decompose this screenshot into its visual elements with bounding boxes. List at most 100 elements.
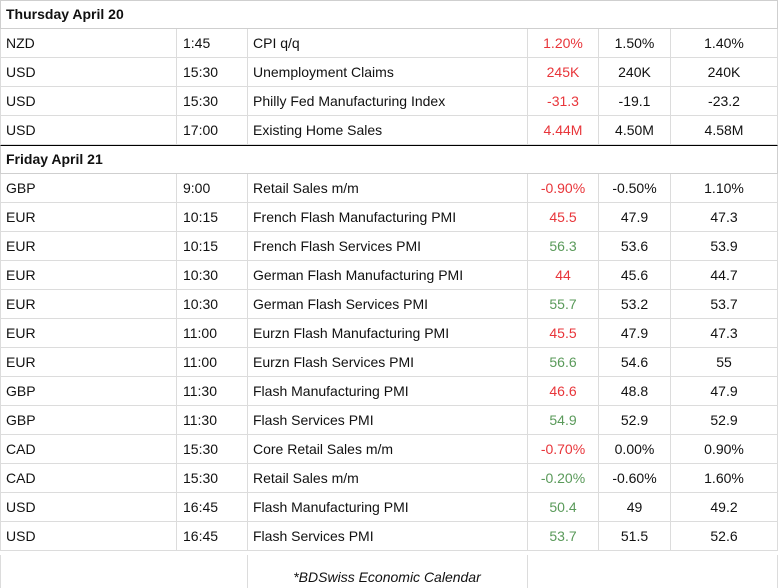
event-cell: Philly Fed Manufacturing Index: [247, 87, 527, 115]
currency-cell: GBP: [0, 174, 176, 202]
previous-cell: 47.9: [670, 377, 778, 405]
event-cell: Eurzn Flash Services PMI: [247, 348, 527, 376]
event-cell: Retail Sales m/m: [247, 174, 527, 202]
actual-cell: 45.5: [527, 203, 598, 231]
actual-cell: 45.5: [527, 319, 598, 347]
event-cell: German Flash Manufacturing PMI: [247, 261, 527, 289]
time-cell: 11:00: [176, 348, 247, 376]
currency-cell: GBP: [0, 377, 176, 405]
time-cell: 1:45: [176, 29, 247, 57]
forecast-cell: 45.6: [598, 261, 670, 289]
day-heading: Friday April 21: [0, 145, 778, 174]
time-cell: 10:30: [176, 261, 247, 289]
table-row: USD 16:45 Flash Manufacturing PMI 50.4 49 49.…: [0, 493, 778, 522]
event-cell: Eurzn Flash Manufacturing PMI: [247, 319, 527, 347]
time-cell: 11:00: [176, 319, 247, 347]
event-cell: German Flash Services PMI: [247, 290, 527, 318]
table-footer: *BDSwiss Economic Calendar: [0, 555, 778, 588]
event-cell: Flash Services PMI: [247, 406, 527, 434]
previous-cell: 52.6: [670, 522, 778, 550]
forecast-cell: 52.9: [598, 406, 670, 434]
currency-cell: EUR: [0, 232, 176, 260]
forecast-cell: 54.6: [598, 348, 670, 376]
time-cell: 10:15: [176, 232, 247, 260]
previous-cell: 53.9: [670, 232, 778, 260]
time-cell: 9:00: [176, 174, 247, 202]
time-cell: 16:45: [176, 493, 247, 521]
event-cell: Flash Services PMI: [247, 522, 527, 550]
event-cell: French Flash Services PMI: [247, 232, 527, 260]
currency-cell: USD: [0, 58, 176, 86]
event-cell: Retail Sales m/m: [247, 464, 527, 492]
previous-cell: 1.40%: [670, 29, 778, 57]
event-cell: Flash Manufacturing PMI: [247, 493, 527, 521]
forecast-cell: -0.50%: [598, 174, 670, 202]
actual-cell: 55.7: [527, 290, 598, 318]
table-row: EUR 10:15 French Flash Services PMI 56.3 53.…: [0, 232, 778, 261]
table-row: EUR 10:30 German Flash Services PMI 55.7 53.…: [0, 290, 778, 319]
currency-cell: CAD: [0, 435, 176, 463]
time-cell: 15:30: [176, 87, 247, 115]
previous-cell: 240K: [670, 58, 778, 86]
forecast-cell: 49: [598, 493, 670, 521]
forecast-cell: -19.1: [598, 87, 670, 115]
actual-cell: 245K: [527, 58, 598, 86]
currency-cell: USD: [0, 493, 176, 521]
previous-cell: 47.3: [670, 203, 778, 231]
forecast-cell: 240K: [598, 58, 670, 86]
event-cell: Core Retail Sales m/m: [247, 435, 527, 463]
previous-cell: 1.60%: [670, 464, 778, 492]
previous-cell: 0.90%: [670, 435, 778, 463]
actual-cell: 46.6: [527, 377, 598, 405]
time-cell: 15:30: [176, 464, 247, 492]
table-row: EUR 11:00 Eurzn Flash Manufacturing PMI 45.…: [0, 319, 778, 348]
table-row: USD 17:00 Existing Home Sales 4.44M 4.50M 4.5…: [0, 116, 778, 145]
table-row: GBP 11:30 Flash Manufacturing PMI 46.6 48.8 4…: [0, 377, 778, 406]
table-row: USD 16:45 Flash Services PMI 53.7 51.5 52.6: [0, 522, 778, 551]
event-cell: CPI q/q: [247, 29, 527, 57]
actual-cell: 56.6: [527, 348, 598, 376]
actual-cell: -0.90%: [527, 174, 598, 202]
currency-cell: EUR: [0, 203, 176, 231]
currency-cell: NZD: [0, 29, 176, 57]
time-cell: 15:30: [176, 435, 247, 463]
forecast-cell: 0.00%: [598, 435, 670, 463]
previous-cell: 1.10%: [670, 174, 778, 202]
previous-cell: 47.3: [670, 319, 778, 347]
previous-cell: 4.58M: [670, 116, 778, 144]
table-row: NZD 1:45 CPI q/q 1.20% 1.50% 1.40%: [0, 29, 778, 58]
time-cell: 15:30: [176, 58, 247, 86]
time-cell: 10:15: [176, 203, 247, 231]
time-cell: 11:30: [176, 377, 247, 405]
table-row: EUR 10:15 French Flash Manufacturing PMI 45…: [0, 203, 778, 232]
actual-cell: 4.44M: [527, 116, 598, 144]
previous-cell: 52.9: [670, 406, 778, 434]
time-cell: 16:45: [176, 522, 247, 550]
source-note: *BDSwiss Economic Calendar: [293, 569, 481, 585]
table-row: EUR 10:30 German Flash Manufacturing PMI 44…: [0, 261, 778, 290]
forecast-cell: 51.5: [598, 522, 670, 550]
forecast-cell: 47.9: [598, 203, 670, 231]
day-heading: Thursday April 20: [0, 0, 778, 29]
previous-cell: -23.2: [670, 87, 778, 115]
forecast-cell: 4.50M: [598, 116, 670, 144]
table-row: GBP 9:00 Retail Sales m/m -0.90% -0.50% 1.10%: [0, 174, 778, 203]
time-cell: 10:30: [176, 290, 247, 318]
currency-cell: EUR: [0, 319, 176, 347]
previous-cell: 49.2: [670, 493, 778, 521]
actual-cell: -0.20%: [527, 464, 598, 492]
currency-cell: EUR: [0, 348, 176, 376]
event-cell: Existing Home Sales: [247, 116, 527, 144]
currency-cell: USD: [0, 522, 176, 550]
actual-cell: -0.70%: [527, 435, 598, 463]
currency-cell: EUR: [0, 261, 176, 289]
table-row: GBP 11:30 Flash Services PMI 54.9 52.9 52.9: [0, 406, 778, 435]
forecast-cell: 53.6: [598, 232, 670, 260]
forecast-cell: 1.50%: [598, 29, 670, 57]
time-cell: 11:30: [176, 406, 247, 434]
currency-cell: EUR: [0, 290, 176, 318]
actual-cell: 54.9: [527, 406, 598, 434]
table-row: EUR 11:00 Eurzn Flash Services PMI 56.6 54.6…: [0, 348, 778, 377]
event-cell: Unemployment Claims: [247, 58, 527, 86]
time-cell: 17:00: [176, 116, 247, 144]
